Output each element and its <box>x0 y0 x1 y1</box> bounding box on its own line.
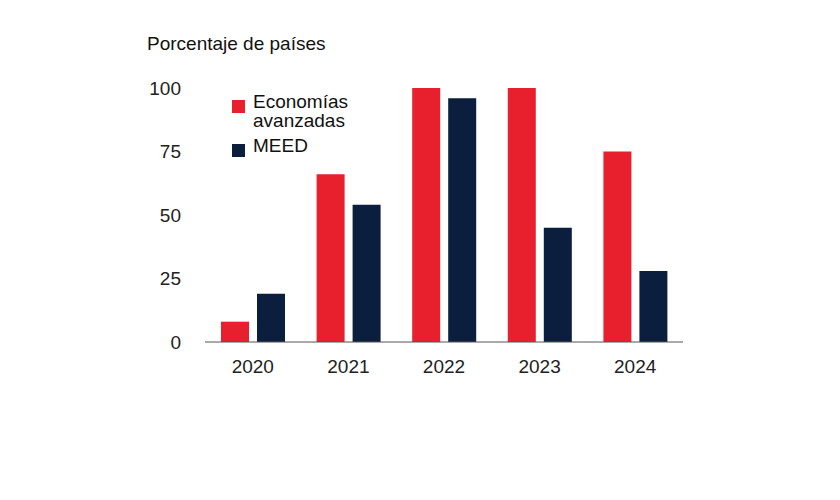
svg-text:2023: 2023 <box>518 356 560 377</box>
svg-text:2020: 2020 <box>232 356 274 377</box>
html-text:Economías avanzadas: Economías avanzadas <box>253 91 348 131</box>
svg-text:2024: 2024 <box>614 356 657 377</box>
svg-text:25: 25 <box>160 268 181 289</box>
svg-text:2022: 2022 <box>423 356 465 377</box>
html-text:Porcentaje de países: Porcentaje de países <box>147 33 326 54</box>
svg-text:75: 75 <box>160 141 181 162</box>
html-text:MEED: MEED <box>253 135 308 156</box>
svg-text:0: 0 <box>170 332 181 353</box>
svg-text:2021: 2021 <box>327 356 369 377</box>
svg-text:100: 100 <box>149 78 181 99</box>
svg-text:50: 50 <box>160 205 181 226</box>
